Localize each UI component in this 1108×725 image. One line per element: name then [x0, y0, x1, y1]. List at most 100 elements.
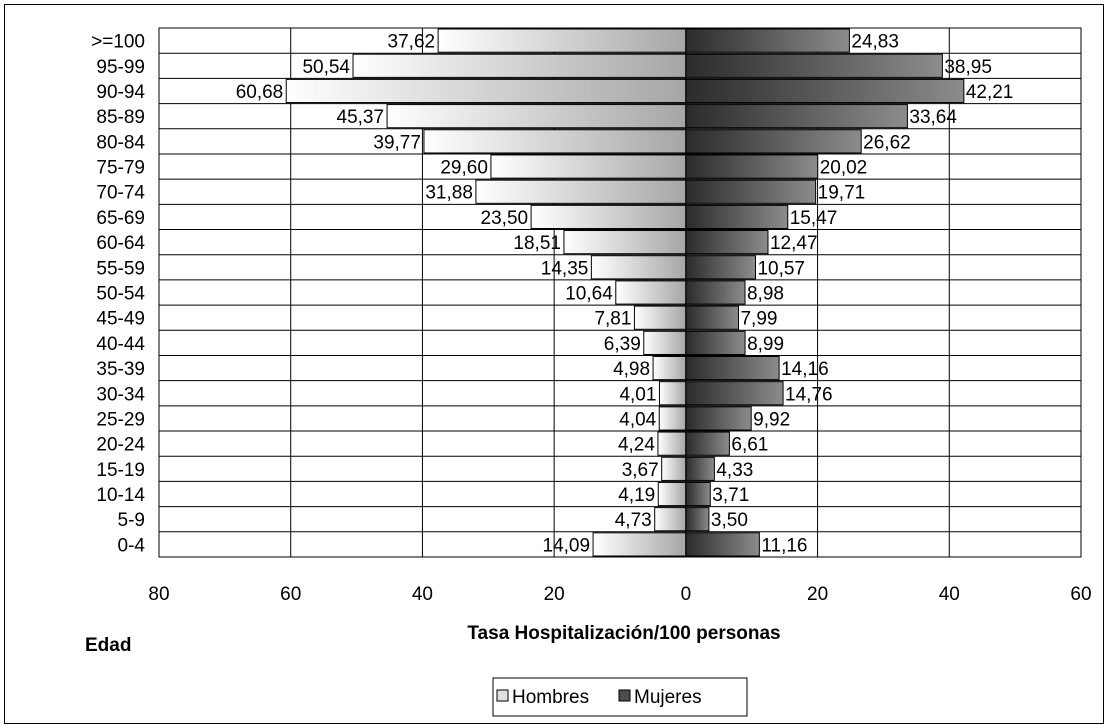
- data-label-mujeres: 12,47: [770, 233, 818, 254]
- x-tick-label: 80: [148, 584, 169, 605]
- category-label: 70-74: [96, 183, 145, 204]
- data-label-mujeres: 26,62: [863, 132, 911, 153]
- category-label: 90-94: [96, 82, 145, 103]
- category-label: 35-39: [96, 359, 145, 380]
- bar-hombres: [615, 280, 687, 305]
- data-label-hombres: 29,60: [440, 158, 488, 179]
- bar-mujeres: [685, 532, 760, 557]
- bar-mujeres: [685, 280, 746, 305]
- data-label-hombres: 39,77: [373, 132, 421, 153]
- data-label-mujeres: 38,95: [944, 57, 992, 78]
- data-label-hombres: 3,67: [622, 460, 659, 481]
- x-tick-label: 20: [544, 584, 565, 605]
- bar-mujeres: [685, 507, 710, 532]
- bar-mujeres: [685, 456, 715, 481]
- legend-label-hombres: Hombres: [512, 687, 589, 708]
- bar-mujeres: [685, 78, 965, 104]
- bar-hombres: [633, 305, 687, 330]
- data-label-hombres: 6,39: [604, 334, 641, 355]
- data-label-mujeres: 24,83: [851, 32, 899, 53]
- bar-mujeres: [685, 381, 784, 406]
- data-label-hombres: 4,01: [619, 384, 656, 405]
- data-label-mujeres: 7,99: [740, 309, 777, 330]
- category-label: 55-59: [96, 258, 145, 279]
- data-label-hombres: 14,09: [543, 535, 591, 556]
- data-label-hombres: 45,37: [337, 107, 385, 128]
- data-label-mujeres: 8,98: [747, 284, 784, 305]
- category-label: 5-9: [118, 510, 145, 531]
- category-label: 0-4: [118, 535, 146, 556]
- bar-hombres: [423, 129, 687, 154]
- bar-hombres: [643, 330, 687, 355]
- data-label-mujeres: 3,50: [711, 510, 748, 531]
- bar-hombres: [386, 104, 687, 129]
- bar-hombres: [285, 78, 687, 104]
- data-label-mujeres: 9,92: [753, 409, 790, 430]
- data-label-hombres: 14,35: [541, 258, 589, 279]
- bar-mujeres: [685, 28, 850, 53]
- category-label: 20-24: [96, 435, 145, 456]
- bar-hombres: [352, 53, 687, 78]
- bar-mujeres: [685, 129, 862, 154]
- bar-mujeres: [685, 154, 819, 179]
- y-axis-label: Edad: [85, 635, 131, 656]
- bar-hombres: [657, 481, 687, 507]
- data-label-mujeres: 11,16: [761, 535, 807, 556]
- bar-hombres: [658, 406, 687, 431]
- data-label-mujeres: 14,16: [781, 359, 829, 380]
- category-label: >=100: [91, 32, 145, 53]
- bar-hombres: [657, 431, 687, 456]
- category-label: 60-64: [96, 233, 145, 254]
- data-label-hombres: 4,24: [618, 435, 655, 456]
- x-tick-label: 60: [280, 584, 301, 605]
- x-tick-label: 0: [681, 584, 692, 605]
- bar-mujeres: [685, 330, 746, 355]
- bar-hombres: [563, 230, 687, 255]
- bar-mujeres: [685, 355, 780, 381]
- data-label-hombres: 31,88: [425, 183, 473, 204]
- data-label-hombres: 23,50: [481, 208, 529, 229]
- bar-mujeres: [685, 53, 943, 78]
- bar-hombres: [652, 355, 687, 381]
- data-label-mujeres: 3,71: [712, 485, 749, 506]
- data-label-mujeres: 14,76: [785, 384, 833, 405]
- data-label-hombres: 60,68: [236, 82, 284, 103]
- bar-hombres: [490, 154, 687, 179]
- data-label-hombres: 37,62: [388, 32, 436, 53]
- legend: Hombres Mujeres: [492, 677, 748, 717]
- bar-mujeres: [685, 104, 908, 129]
- bar-hombres: [590, 255, 687, 280]
- data-label-hombres: 10,64: [565, 284, 613, 305]
- category-label: 30-34: [96, 384, 145, 405]
- data-label-mujeres: 4,33: [716, 460, 753, 481]
- data-label-hombres: 4,19: [618, 485, 655, 506]
- data-label-mujeres: 33,64: [909, 107, 957, 128]
- bar-mujeres: [685, 179, 817, 204]
- chart-frame: 80 60 40 20 0 20 40 60 >=100 37,62 24,83 95-99 50,54…: [4, 4, 1104, 724]
- data-label-mujeres: 20,02: [820, 158, 868, 179]
- category-label: 65-69: [96, 208, 145, 229]
- data-label-mujeres: 42,21: [966, 82, 1014, 103]
- data-label-hombres: 7,81: [594, 309, 631, 330]
- bar-mujeres: [685, 431, 730, 456]
- x-tick-label: 20: [807, 584, 828, 605]
- category-label: 85-89: [96, 107, 145, 128]
- bar-mujeres: [685, 406, 752, 431]
- population-pyramid-chart: 80 60 40 20 0 20 40 60 >=100 37,62 24,83 95-99 50,54…: [85, 27, 1092, 717]
- bar-mujeres: [685, 255, 756, 280]
- bar-hombres: [661, 456, 687, 481]
- bar-mujeres: [685, 204, 789, 230]
- category-label: 50-54: [96, 284, 145, 305]
- bar-hombres: [654, 507, 687, 532]
- category-label: 75-79: [96, 158, 145, 179]
- data-label-mujeres: 19,71: [818, 183, 866, 204]
- bar-hombres: [592, 532, 687, 557]
- category-label: 25-29: [96, 409, 145, 430]
- category-label: 95-99: [96, 57, 145, 78]
- legend-label-mujeres: Mujeres: [634, 687, 702, 708]
- data-label-hombres: 4,98: [613, 359, 650, 380]
- data-label-mujeres: 8,99: [747, 334, 784, 355]
- bar-mujeres: [685, 305, 739, 330]
- category-label: 40-44: [96, 334, 145, 355]
- data-label-hombres: 18,51: [513, 233, 561, 254]
